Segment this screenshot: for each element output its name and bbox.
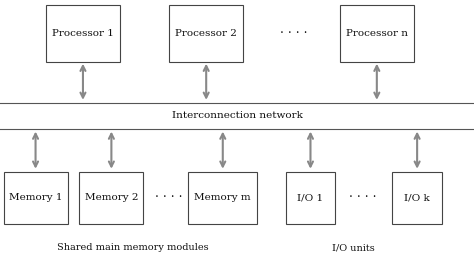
Bar <box>169 5 243 62</box>
Text: Processor 1: Processor 1 <box>52 29 114 38</box>
Bar <box>46 5 119 62</box>
Text: Interconnection network: Interconnection network <box>172 111 302 120</box>
Bar <box>285 172 336 224</box>
Text: · · · ·: · · · · <box>280 27 308 40</box>
Text: I/O k: I/O k <box>404 193 430 202</box>
Bar <box>188 172 257 224</box>
Text: I/O 1: I/O 1 <box>297 193 324 202</box>
Text: Memory 2: Memory 2 <box>85 193 138 202</box>
Text: Shared main memory modules: Shared main memory modules <box>57 243 209 252</box>
Bar <box>79 172 143 224</box>
Text: Memory 1: Memory 1 <box>9 193 62 202</box>
Bar <box>3 172 67 224</box>
Bar <box>392 172 442 224</box>
Text: Processor 2: Processor 2 <box>175 29 237 38</box>
Text: · · · ·: · · · · <box>155 191 182 204</box>
Bar <box>340 5 413 62</box>
Text: Processor n: Processor n <box>346 29 408 38</box>
Text: · · · ·: · · · · <box>349 191 376 204</box>
Text: Memory m: Memory m <box>194 193 251 202</box>
Text: I/O units: I/O units <box>332 243 374 252</box>
